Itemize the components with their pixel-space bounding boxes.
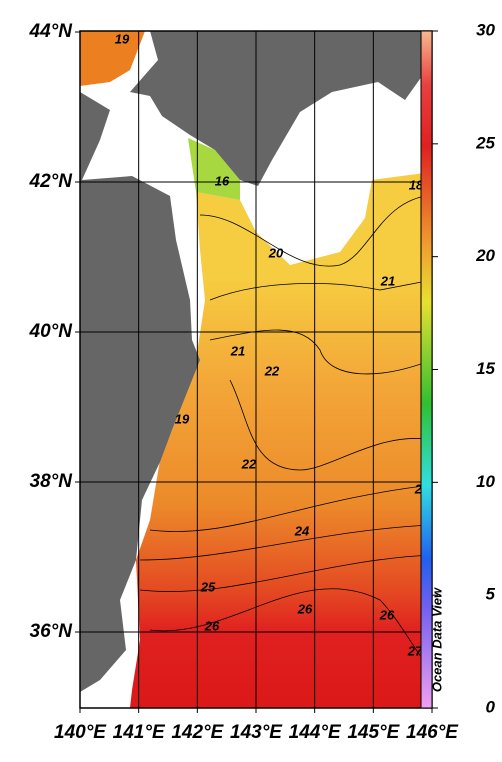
colorbar-label: 15 [476, 359, 495, 378]
map-body: 19161820212122192223242526262627 [80, 31, 432, 708]
colorbar-label: 30 [476, 20, 495, 39]
lat-label: 38°N [30, 471, 74, 492]
contour-label: 24 [294, 523, 310, 538]
colorbar-label: 10 [476, 472, 495, 491]
lon-label: 140°E [54, 722, 107, 743]
watermark: Ocean Data View [429, 587, 444, 692]
lon-label: 145°E [347, 722, 400, 743]
lon-label: 144°E [289, 722, 342, 743]
contour-label: 22 [264, 363, 280, 378]
contour-label: 25 [200, 579, 216, 594]
colorbar-label: 20 [475, 246, 495, 265]
land [130, 31, 432, 186]
north-patch [80, 31, 145, 86]
colorbar-label: 25 [475, 133, 495, 152]
lat-label: 36°N [30, 621, 74, 642]
lat-label: 42°N [29, 171, 74, 192]
contour-label: 26 [379, 607, 395, 622]
cold-patch [188, 138, 240, 200]
sea-field [130, 172, 432, 708]
contours [139, 194, 432, 671]
colorbar-label: 5 [486, 585, 496, 604]
contour-label: 21 [380, 273, 395, 288]
contour-label: 18 [409, 177, 424, 192]
lon-label: 146°E [406, 722, 459, 743]
contour-label: 22 [241, 456, 257, 471]
contour-label: 19 [115, 31, 130, 46]
contour-label: 16 [215, 173, 230, 188]
lat-label: 40°N [29, 321, 74, 342]
contour-label: 19 [175, 411, 190, 426]
land [80, 92, 200, 692]
contour-label: 26 [204, 618, 220, 633]
graticule: 19161820212122192223242526262627 [80, 31, 432, 708]
contour-label: 21 [230, 343, 245, 358]
contour-label: 26 [297, 601, 313, 616]
lon-label: 143°E [230, 722, 283, 743]
contour-label: 20 [268, 245, 284, 260]
contour-label: 27 [407, 643, 423, 658]
colorbar-label: 0 [486, 697, 496, 716]
lon-label: 142°E [171, 722, 224, 743]
lat-label: 44°N [29, 21, 74, 42]
lon-label: 141°E [113, 722, 166, 743]
